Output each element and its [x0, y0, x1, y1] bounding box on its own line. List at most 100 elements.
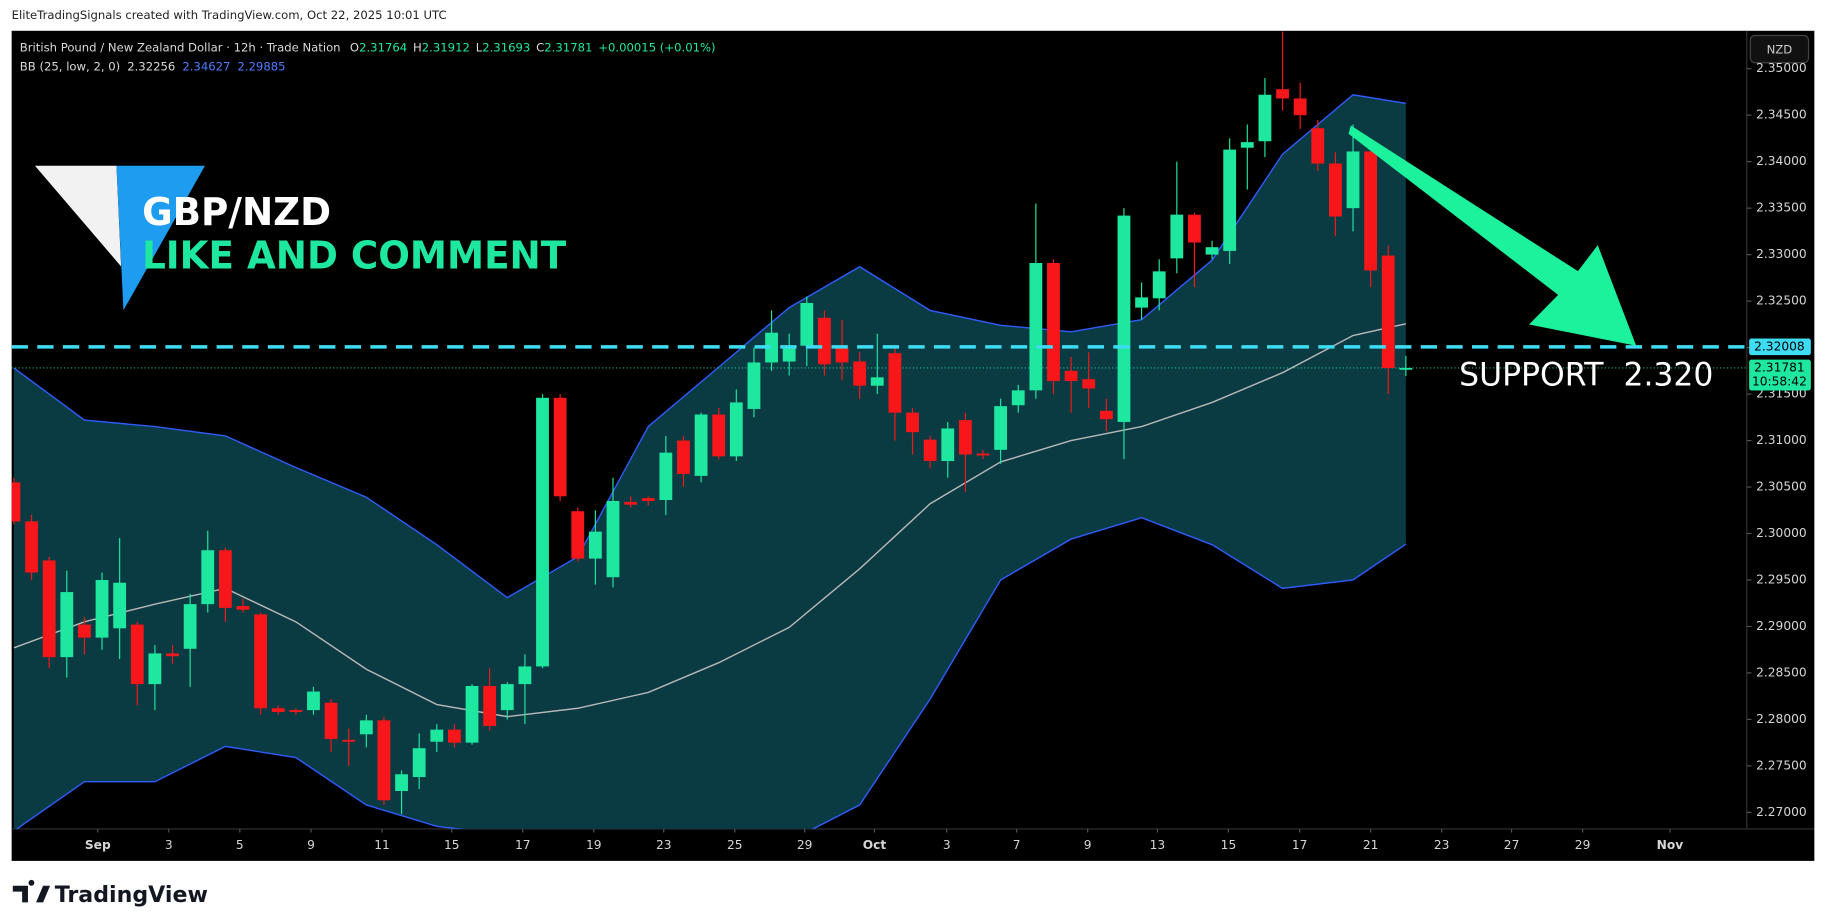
candle-body [712, 414, 726, 457]
candle-body [1135, 297, 1148, 308]
candle-body [1152, 271, 1166, 299]
candle-body [659, 452, 673, 501]
candle-body [1223, 149, 1237, 251]
x-tick-label: 23 [1434, 838, 1450, 852]
countdown: 10:58:42 [1752, 375, 1807, 389]
x-tick-label: 3 [165, 838, 173, 852]
candle-body [166, 653, 179, 657]
c-label: C [536, 40, 544, 54]
candle-body [1082, 379, 1096, 389]
x-tick-label: 13 [1150, 838, 1166, 852]
candle-body [1011, 390, 1025, 406]
x-tick-label: 15 [444, 838, 460, 852]
candle-body [448, 729, 461, 743]
x-tick-label: 17 [1292, 838, 1308, 852]
support-tag [1749, 338, 1811, 356]
price-tag-label: 2.31781 [1754, 360, 1805, 374]
candle-body [571, 511, 585, 559]
low: 2.31693 [482, 40, 530, 54]
price-tag [1749, 359, 1811, 391]
bands-layer [13, 93, 1407, 829]
brand-name: TradingView [55, 882, 208, 908]
currency-button[interactable] [1749, 34, 1810, 64]
y-tick-label: 2.27500 [1756, 758, 1807, 772]
candle-body [465, 685, 479, 743]
candle-body [271, 708, 285, 712]
candle-body [994, 406, 1008, 450]
candle-body [42, 560, 56, 658]
candle-body [324, 702, 338, 739]
candle-body [377, 720, 391, 801]
y-tick-label: 2.30500 [1756, 479, 1807, 493]
brand-logo: TradingView [12, 879, 208, 908]
candle-body [1364, 151, 1378, 271]
bb-middle: 2.32256 [127, 59, 175, 73]
close: 2.31781 [544, 40, 592, 54]
candle-body [342, 739, 356, 742]
candle-body [148, 653, 162, 685]
x-tick-label: 11 [374, 838, 390, 852]
candle-body [1346, 151, 1360, 209]
candle-body [307, 691, 320, 711]
bb-label: BB (25, low, 2, 0) [20, 59, 120, 73]
candle-body [1381, 255, 1395, 369]
candle-body [95, 579, 109, 638]
y-tick-label: 2.29000 [1756, 619, 1807, 633]
candle-body [500, 684, 514, 711]
candle-body [1399, 367, 1413, 370]
x-tick-label: 3 [943, 838, 951, 852]
candle-body [395, 774, 408, 791]
candle-body [976, 453, 990, 456]
candle-body [641, 498, 655, 501]
x-tick-label: 9 [307, 838, 315, 852]
x-tick-label: 9 [1084, 838, 1092, 852]
y-tick-label: 2.33500 [1756, 201, 1807, 215]
support-label: SUPPORT 2.320 [1459, 357, 1713, 393]
candle-body [553, 397, 567, 497]
y-tick-label: 2.31000 [1756, 433, 1807, 447]
candle-body [1276, 89, 1289, 99]
y-tick-label: 2.27000 [1756, 805, 1807, 819]
band-lower [15, 516, 1407, 829]
o-label: O [350, 40, 359, 54]
candle-body [677, 440, 690, 475]
attribution: EliteTradingSignals created with Trading… [12, 8, 447, 22]
candle-body [412, 748, 426, 778]
candles-layer [11, 31, 1747, 815]
candle-body [1293, 98, 1307, 116]
candle-body [800, 302, 814, 346]
candle-body [782, 345, 796, 362]
candle-body [906, 412, 919, 433]
overlay: GBP/NZD LIKE AND COMMENT SUPPORT 2.320 B… [20, 34, 1810, 394]
candle-body [536, 397, 549, 667]
x-tick-label: 29 [797, 838, 813, 852]
candle-body [624, 501, 638, 505]
pair-title: GBP/NZD [142, 190, 331, 234]
candle-body [1258, 94, 1272, 142]
call-to-action: LIKE AND COMMENT [142, 233, 566, 277]
x-tick-label: 5 [236, 838, 244, 852]
open: 2.31764 [359, 40, 407, 54]
x-tick-label: 15 [1221, 838, 1237, 852]
legend-bb: BB (25, low, 2, 0) 2.32256 2.34627 2.29885 [20, 59, 286, 73]
x-tick-label: 17 [515, 838, 531, 852]
candle-body [606, 500, 620, 578]
y-tick-label: 2.28000 [1756, 712, 1807, 726]
l-label: L [476, 40, 483, 54]
bb-lower: 2.29885 [237, 59, 285, 73]
candle-body [941, 428, 955, 461]
change: +0.00015 (+0.01%) [598, 40, 715, 54]
candle-body [923, 439, 937, 461]
y-tick-label: 2.34000 [1756, 154, 1807, 168]
candle-body [130, 624, 144, 685]
candle-body [1117, 215, 1131, 422]
h-label: H [413, 40, 422, 54]
brand-icon [12, 879, 51, 903]
band-upper [13, 93, 1406, 599]
candle-body [747, 362, 761, 409]
arrow [1348, 125, 1637, 346]
candle-body [694, 414, 708, 476]
candle-body [483, 685, 497, 726]
x-tick-label: 23 [656, 838, 672, 852]
